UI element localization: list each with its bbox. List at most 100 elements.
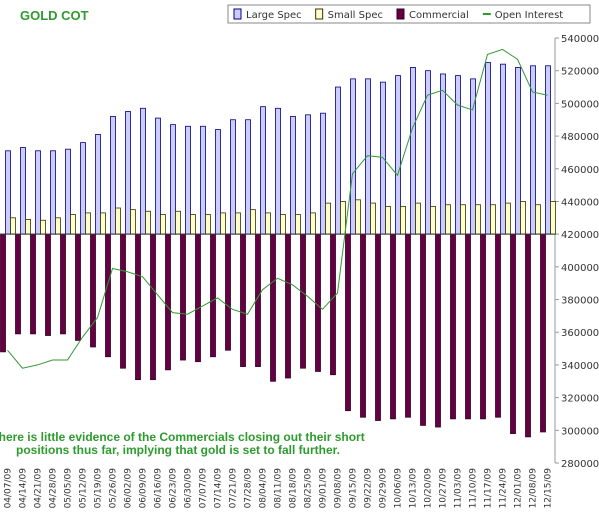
bar	[415, 202, 421, 235]
bar	[405, 233, 411, 418]
x-tick-label: 07/28/09	[244, 468, 254, 509]
bar	[355, 199, 361, 235]
bar	[110, 116, 116, 235]
x-tick-label: 04/28/09	[49, 468, 59, 509]
bar	[245, 119, 251, 235]
bar	[445, 204, 451, 235]
annotation: There is little evidence of the Commerci…	[0, 430, 365, 444]
bar	[0, 233, 6, 353]
bar	[375, 233, 381, 421]
bar	[45, 233, 51, 336]
x-tick-label: 09/22/09	[364, 468, 374, 509]
bar	[250, 209, 256, 235]
bar	[165, 233, 171, 371]
bar	[390, 233, 396, 420]
bar	[140, 107, 146, 235]
bar	[360, 233, 366, 418]
x-tick-label: 10/20/09	[424, 468, 434, 509]
bar	[70, 214, 76, 235]
x-tick-label: 10/06/09	[394, 468, 404, 509]
bar	[215, 129, 221, 235]
x-tick-label: 09/29/09	[379, 468, 389, 509]
bar	[260, 106, 266, 235]
bar	[345, 233, 351, 412]
bar	[205, 214, 211, 235]
bar	[510, 233, 516, 434]
bar	[105, 233, 111, 358]
chart-title: GOLD COT	[20, 8, 89, 23]
bar	[220, 212, 226, 235]
x-tick-label: 05/26/09	[109, 468, 119, 509]
bar	[300, 233, 306, 369]
x-tick-label: 12/15/09	[544, 468, 554, 509]
bar	[85, 212, 91, 235]
x-tick-label: 07/21/09	[229, 468, 239, 509]
x-tick-label: 08/25/09	[304, 468, 314, 509]
bar	[310, 212, 316, 235]
x-tick-label: 11/24/09	[499, 468, 509, 509]
bar	[350, 78, 356, 235]
bar	[465, 233, 471, 420]
legend-label: Commercial	[409, 10, 469, 21]
y2-tick-label: 480000	[561, 132, 599, 143]
bar	[230, 119, 236, 235]
y2-tick-label: 540000	[561, 34, 599, 45]
bar	[75, 233, 81, 341]
bar	[30, 233, 36, 335]
x-tick-label: 10/13/09	[409, 468, 419, 509]
x-tick-label: 10/27/09	[439, 468, 449, 509]
x-tick-label: 06/02/09	[124, 468, 134, 509]
bar	[440, 73, 446, 235]
bar	[80, 142, 86, 235]
x-tick-label: 12/08/09	[529, 468, 539, 509]
x-tick-label: 05/19/09	[94, 468, 104, 509]
x-tick-label: 07/07/09	[199, 468, 209, 509]
bar	[120, 233, 126, 369]
y2-tick-label: 300000	[561, 426, 599, 437]
y2-tick-label: 520000	[561, 67, 599, 78]
line	[7, 48, 548, 369]
bar	[115, 207, 121, 235]
bar	[505, 202, 511, 235]
bar	[55, 217, 61, 235]
bar	[335, 86, 341, 235]
y2-tick-label: 440000	[561, 197, 599, 208]
x-tick-label: 11/10/09	[469, 468, 479, 509]
bar	[435, 233, 441, 428]
bar	[550, 201, 556, 235]
bar	[50, 150, 56, 235]
bar	[15, 233, 21, 335]
bar	[480, 233, 486, 420]
bar	[500, 63, 506, 235]
bar	[460, 204, 466, 235]
bar	[150, 233, 156, 381]
x-tick-label: 06/23/09	[169, 468, 179, 509]
bar	[235, 212, 241, 235]
bar	[315, 233, 321, 372]
x-tick-label: 08/18/09	[289, 468, 299, 509]
bar	[290, 116, 296, 235]
bar	[450, 233, 456, 420]
bar	[385, 205, 391, 235]
bar	[410, 67, 416, 235]
bar	[135, 233, 141, 381]
bar	[340, 201, 346, 235]
bar	[535, 204, 541, 235]
bar	[95, 134, 101, 235]
bar	[280, 214, 286, 235]
x-tick-label: 05/12/09	[79, 468, 89, 509]
bar	[90, 233, 96, 348]
bar	[275, 107, 281, 235]
bar	[525, 233, 531, 438]
y2-tick-label: 500000	[561, 99, 599, 110]
bar	[210, 233, 216, 358]
bar	[430, 205, 436, 235]
bar	[65, 148, 71, 235]
bar	[125, 111, 131, 235]
bar	[195, 233, 201, 363]
x-tick-label: 07/14/09	[214, 468, 224, 509]
bar	[330, 233, 336, 376]
y2-tick-label: 420000	[561, 230, 599, 241]
bar	[35, 150, 41, 235]
x-tick-label: 12/01/09	[514, 468, 524, 509]
